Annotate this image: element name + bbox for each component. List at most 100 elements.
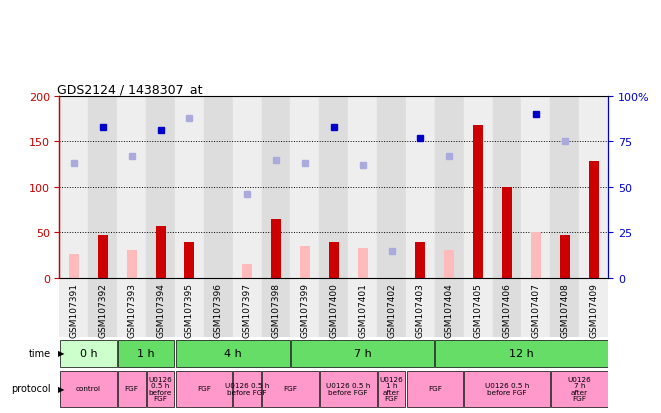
- Bar: [348, 280, 377, 337]
- Text: GSM107400: GSM107400: [329, 282, 338, 337]
- Bar: [204, 97, 233, 278]
- Text: GSM107406: GSM107406: [502, 282, 512, 337]
- Bar: [69, 255, 79, 278]
- Bar: [117, 97, 146, 278]
- Text: U0126
1 h
after
FGF: U0126 1 h after FGF: [379, 376, 403, 401]
- Bar: [271, 219, 281, 278]
- Text: U0126
0.5 h
before
FGF: U0126 0.5 h before FGF: [149, 376, 173, 401]
- Text: FGF: FGF: [284, 385, 297, 392]
- Bar: [118, 372, 145, 407]
- Text: FGF: FGF: [125, 385, 139, 392]
- Bar: [319, 280, 348, 337]
- Text: U0126 0.5 h
before FGF: U0126 0.5 h before FGF: [326, 382, 370, 395]
- Text: GSM107392: GSM107392: [98, 282, 107, 337]
- Bar: [233, 280, 262, 337]
- Bar: [319, 97, 348, 278]
- Bar: [59, 97, 89, 278]
- Text: GSM107405: GSM107405: [474, 282, 483, 337]
- Text: GSM107404: GSM107404: [445, 282, 454, 337]
- Text: GSM107396: GSM107396: [214, 282, 223, 337]
- Text: ▶: ▶: [58, 384, 65, 393]
- Bar: [262, 97, 290, 278]
- Bar: [415, 242, 426, 278]
- Bar: [146, 280, 175, 337]
- Text: control: control: [76, 385, 101, 392]
- Bar: [348, 97, 377, 278]
- Bar: [155, 227, 166, 278]
- Bar: [204, 280, 233, 337]
- Bar: [98, 236, 108, 278]
- Bar: [406, 280, 435, 337]
- Bar: [175, 280, 204, 337]
- Text: U0126 0.5 h
before FGF: U0126 0.5 h before FGF: [485, 382, 529, 395]
- Text: GSM107393: GSM107393: [127, 282, 136, 337]
- Bar: [262, 280, 290, 337]
- Text: GSM107397: GSM107397: [243, 282, 252, 337]
- Bar: [464, 280, 492, 337]
- Bar: [407, 372, 463, 407]
- Bar: [464, 97, 492, 278]
- Text: GSM107399: GSM107399: [301, 282, 309, 337]
- Text: GSM107407: GSM107407: [531, 282, 541, 337]
- Bar: [118, 340, 175, 367]
- Text: U0126 0.5 h
before FGF: U0126 0.5 h before FGF: [225, 382, 269, 395]
- Bar: [444, 250, 454, 278]
- Text: GSM107402: GSM107402: [387, 282, 396, 337]
- Bar: [435, 97, 464, 278]
- Text: GSM107403: GSM107403: [416, 282, 425, 337]
- Bar: [176, 340, 290, 367]
- Bar: [377, 280, 406, 337]
- Bar: [589, 162, 599, 278]
- Bar: [147, 372, 175, 407]
- Bar: [117, 280, 146, 337]
- Bar: [242, 265, 253, 278]
- Bar: [320, 372, 377, 407]
- Text: time: time: [28, 348, 51, 358]
- Bar: [290, 280, 319, 337]
- Bar: [435, 280, 464, 337]
- Bar: [184, 242, 194, 278]
- Bar: [262, 372, 319, 407]
- Text: 12 h: 12 h: [509, 348, 534, 358]
- Text: 1 h: 1 h: [137, 348, 155, 358]
- Bar: [522, 97, 551, 278]
- Text: GDS2124 / 1438307_at: GDS2124 / 1438307_at: [57, 83, 202, 95]
- Bar: [579, 280, 608, 337]
- Bar: [551, 280, 579, 337]
- Bar: [146, 97, 175, 278]
- Text: FGF: FGF: [197, 385, 211, 392]
- Bar: [59, 280, 89, 337]
- Text: GSM107394: GSM107394: [156, 282, 165, 337]
- Bar: [377, 97, 406, 278]
- Bar: [579, 97, 608, 278]
- Bar: [175, 97, 204, 278]
- Text: 4 h: 4 h: [224, 348, 242, 358]
- Text: protocol: protocol: [11, 384, 51, 394]
- Text: GSM107391: GSM107391: [69, 282, 79, 337]
- Text: GSM107395: GSM107395: [185, 282, 194, 337]
- Bar: [492, 280, 522, 337]
- Bar: [531, 233, 541, 278]
- Text: GSM107398: GSM107398: [272, 282, 280, 337]
- Bar: [176, 372, 232, 407]
- Bar: [60, 372, 116, 407]
- Bar: [492, 97, 522, 278]
- Bar: [406, 97, 435, 278]
- Text: GSM107401: GSM107401: [358, 282, 367, 337]
- Bar: [89, 97, 117, 278]
- Bar: [60, 340, 116, 367]
- Bar: [290, 97, 319, 278]
- Bar: [358, 248, 368, 278]
- Bar: [89, 280, 117, 337]
- Bar: [329, 242, 339, 278]
- Bar: [127, 250, 137, 278]
- Bar: [377, 372, 405, 407]
- Bar: [551, 97, 579, 278]
- Text: U0126
7 h
after
FGF: U0126 7 h after FGF: [567, 376, 591, 401]
- Text: 7 h: 7 h: [354, 348, 371, 358]
- Bar: [233, 372, 261, 407]
- Bar: [551, 372, 607, 407]
- Text: FGF: FGF: [428, 385, 442, 392]
- Bar: [291, 340, 434, 367]
- Bar: [473, 126, 483, 278]
